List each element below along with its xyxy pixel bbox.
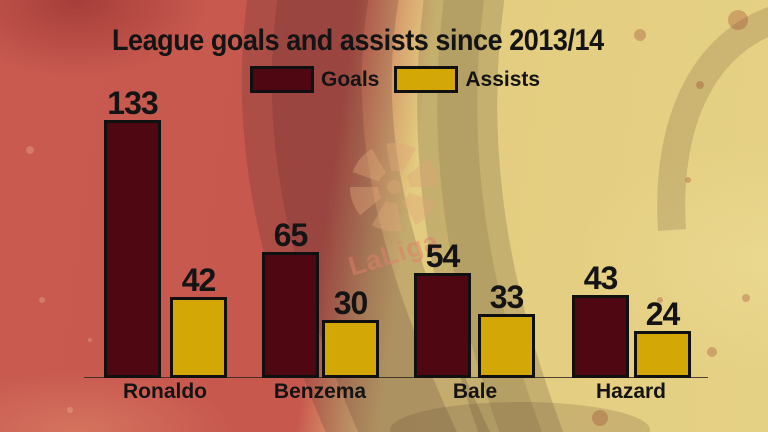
smoke-smudge xyxy=(390,402,650,432)
legend-label-goals: Goals xyxy=(321,68,380,91)
bar-goals-ronaldo xyxy=(104,120,161,378)
value-label-assists-ronaldo: 42 xyxy=(181,262,217,298)
category-label-bale: Bale xyxy=(452,380,498,403)
category-label-hazard: Hazard xyxy=(595,380,667,403)
legend-label-assists: Assists xyxy=(465,68,541,91)
value-label-assists-benzema: 30 xyxy=(333,285,369,321)
smoke-swirl xyxy=(271,0,457,432)
legend: Goals Assists xyxy=(250,66,548,93)
bar-goals-hazard xyxy=(572,295,629,378)
legend-swatch-assists xyxy=(394,66,459,93)
category-label-ronaldo: Ronaldo xyxy=(123,380,207,403)
value-label-goals-bale: 54 xyxy=(425,238,461,274)
smoke-swirl xyxy=(417,0,564,432)
laliga-logo-icon xyxy=(349,143,439,231)
value-label-assists-bale: 33 xyxy=(489,279,525,315)
bar-goals-benzema xyxy=(262,252,319,378)
chart-title: League goals and assists since 2013/14 xyxy=(112,24,604,57)
legend-swatch-goals xyxy=(250,66,314,93)
category-label-benzema: Benzema xyxy=(273,380,367,403)
value-label-goals-hazard: 43 xyxy=(583,260,619,296)
smoke-swirl xyxy=(657,7,768,231)
x-axis-line xyxy=(84,377,708,378)
value-label-goals-ronaldo: 133 xyxy=(107,85,158,121)
value-label-assists-hazard: 24 xyxy=(645,296,681,332)
bar-assists-bale xyxy=(478,314,535,378)
bar-assists-benzema xyxy=(322,320,379,378)
grunge-speckles-light xyxy=(26,146,92,413)
smoke-swirl xyxy=(437,0,542,432)
bar-assists-ronaldo xyxy=(170,297,227,378)
value-label-goals-benzema: 65 xyxy=(273,217,309,253)
grunge-speckles xyxy=(592,10,750,426)
bar-assists-hazard xyxy=(634,331,691,378)
bar-goals-bale xyxy=(414,273,471,378)
smoke-swirl xyxy=(241,0,491,432)
